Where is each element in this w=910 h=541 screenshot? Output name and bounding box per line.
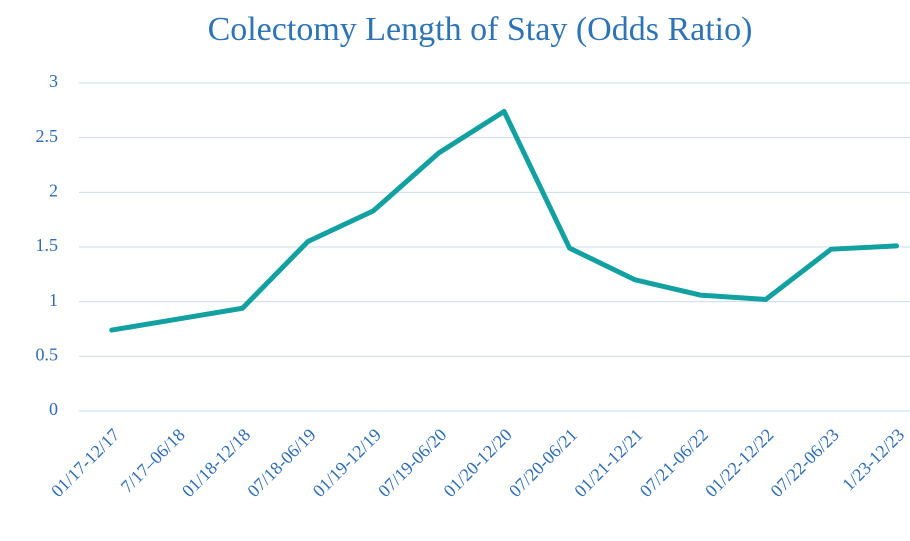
y-tick-label: 0 — [49, 399, 58, 419]
x-tick-label: 07/20-06/21 — [505, 425, 581, 501]
data-line — [109, 108, 899, 333]
y-tick-label: 3 — [49, 71, 58, 91]
x-tick-label: 01/17-12/17 — [47, 425, 123, 501]
x-tick-label: 01/19-12/19 — [309, 425, 385, 501]
x-tick-label: 01/22-12/22 — [701, 425, 777, 501]
x-tick-label: 07/18-06/19 — [243, 425, 319, 501]
x-tick-label: 1/23-12/23 — [838, 425, 908, 495]
chart-title: Colectomy Length of Stay (Odds Ratio) — [208, 11, 753, 48]
y-tick-label: 1 — [49, 290, 58, 310]
x-tick-label: 01/21-12/21 — [570, 425, 646, 501]
x-tick-label: 01/20-12/20 — [439, 425, 515, 501]
y-tick-label: 1.5 — [36, 235, 59, 255]
y-tick-label: 2.5 — [36, 126, 59, 146]
x-tick-label: 07/21-06/22 — [636, 425, 712, 501]
y-tick-label: 2 — [49, 180, 58, 200]
x-tick-label: 01/18-12/18 — [178, 425, 254, 501]
x-tick-label: 07/19-06/20 — [374, 425, 450, 501]
y-tick-label: 0.5 — [36, 344, 59, 364]
x-tick-label: 07/22-06/23 — [766, 425, 842, 501]
